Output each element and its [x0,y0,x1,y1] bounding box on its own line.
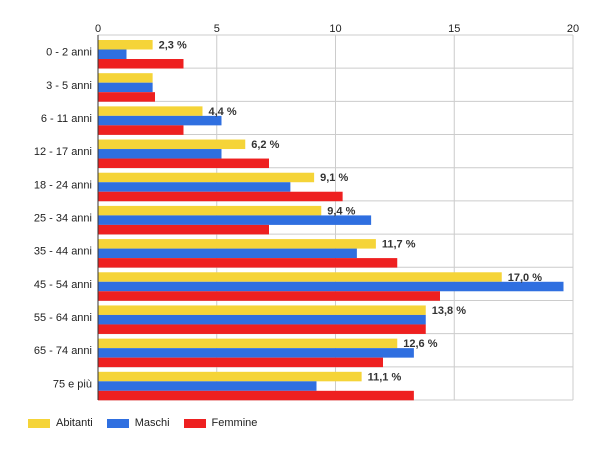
bar-femmine-7 [98,291,440,301]
legend-label-maschi: Maschi [134,417,170,429]
bar-femmine-0 [98,59,184,69]
category-label-7: 45 - 54 anni [34,279,92,291]
bar-abitanti-4 [98,172,315,183]
legend-label-femmine: Femmine [211,417,258,429]
category-label-5: 25 - 34 anni [34,213,92,225]
bar-maschi-6 [98,248,357,259]
x-tick-label-4: 20 [567,23,579,35]
bar-maschi-7 [98,281,564,292]
legend-item-abitanti: Abitanti [28,417,93,429]
category-label-0: 0 - 2 anni [46,47,92,59]
bar-abitanti-9 [98,338,398,349]
bar-maschi-3 [98,149,222,159]
data-label-4: 9,1 % [320,172,348,184]
x-tick-label-3: 15 [448,23,460,35]
category-label-1: 3 - 5 anni [46,80,92,92]
legend: Abitanti Maschi Femmine [28,417,271,429]
bar-femmine-6 [98,258,398,268]
legend-swatch-femmine [183,418,206,428]
bar-femmine-1 [98,92,155,102]
bar-femmine-4 [98,191,343,202]
bar-maschi-0 [98,49,127,59]
data-label-6: 11,7 % [382,239,416,251]
x-tick-label-0: 0 [95,23,101,35]
legend-item-femmine: Femmine [183,417,258,429]
data-label-3: 6,2 % [251,139,279,151]
bar-maschi-8 [98,314,426,325]
bar-femmine-9 [98,357,383,368]
bar-maschi-1 [98,82,153,93]
legend-label-abitanti: Abitanti [56,417,93,429]
legend-swatch-abitanti [28,418,50,428]
x-tick-label-2: 10 [329,23,341,35]
x-tick-label-1: 5 [214,23,220,35]
bar-abitanti-6 [98,239,376,249]
bar-abitanti-1 [98,73,153,83]
bar-maschi-9 [98,348,414,358]
category-label-10: 75 e più [53,378,92,390]
legend-swatch-maschi [106,418,129,428]
category-label-8: 55 - 64 anni [34,312,92,324]
bar-maschi-2 [98,115,222,126]
bar-maschi-4 [98,182,291,192]
bar-chart: 0 5 10 15 20 0 - 2 anni 2,3 % 3 - 5 anni 6 - 11 … [34,23,579,401]
category-label-9: 65 - 74 anni [34,345,92,357]
category-label-4: 18 - 24 anni [34,179,92,191]
bar-maschi-5 [98,215,372,225]
bar-abitanti-10 [98,371,362,382]
data-label-0: 2,3 % [159,40,187,52]
bar-femmine-5 [98,224,269,235]
data-label-9: 12,6 % [403,338,437,350]
data-label-5: 9,4 % [327,205,355,217]
bar-abitanti-7 [98,272,502,282]
bar-femmine-10 [98,390,414,401]
category-label-3: 12 - 17 anni [34,146,92,158]
bar-femmine-8 [98,324,426,334]
data-label-7: 17,0 % [508,272,542,284]
bar-femmine-3 [98,158,269,169]
bar-femmine-2 [98,125,184,135]
data-label-8: 13,8 % [432,305,466,317]
category-label-6: 35 - 44 anni [34,246,92,258]
bar-abitanti-5 [98,205,322,216]
bar-abitanti-0 [98,40,153,50]
bar-abitanti-2 [98,106,203,116]
data-label-10: 11,1 % [368,371,402,383]
data-label-2: 4,4 % [209,106,237,118]
legend-item-maschi: Maschi [106,417,170,429]
bar-abitanti-3 [98,139,246,150]
category-label-2: 6 - 11 anni [41,113,92,125]
bar-abitanti-8 [98,305,426,315]
bar-maschi-10 [98,381,317,391]
